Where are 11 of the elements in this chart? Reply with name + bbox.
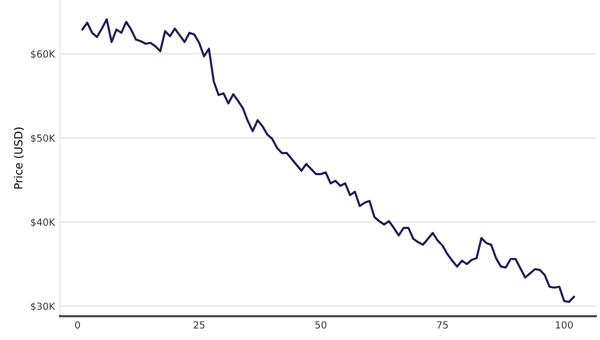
x-tick-label: 0 — [75, 321, 80, 329]
y-tick-label: $60K — [31, 50, 56, 59]
line-series — [81, 18, 575, 303]
x-tick-label: 75 — [437, 321, 448, 329]
y-tick-label: $30K — [31, 302, 56, 312]
y-axis-title: Price (USD) — [14, 128, 24, 189]
x-tick-label: 50 — [315, 321, 326, 329]
y-tick-label: $40K — [31, 218, 56, 228]
x-tick-label: 100 — [556, 321, 573, 329]
y-tick-label: $50K — [31, 134, 56, 144]
x-tick-label: 25 — [194, 321, 205, 329]
